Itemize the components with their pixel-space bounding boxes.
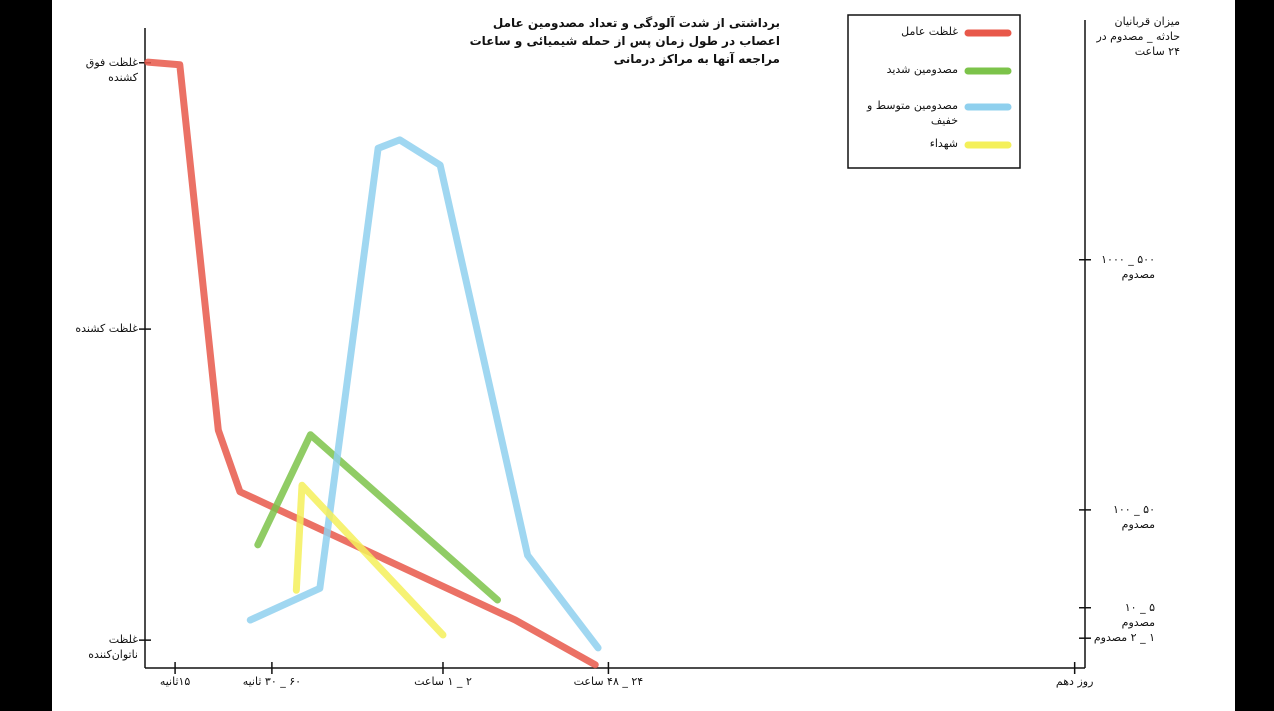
chart-title: برداشتی از شدت آلودگی و تعداد مصدومین عا… (469, 16, 780, 66)
y-tick-label: غلظت فوق کشنده (85, 55, 138, 84)
series-line (254, 431, 501, 604)
y2-tick-label: ۵۰۰ _ ۱۰۰۰ مصدوم (1101, 252, 1155, 281)
paper (52, 0, 1235, 711)
y-tick-label: غلظت کشنده (75, 322, 138, 336)
legend-label: غلظت عامل (901, 25, 958, 38)
series-line (292, 481, 447, 639)
x-tick-label: ۶۰ _ ۳۰ ثانیه (242, 675, 302, 688)
x-tick-label: ۲ _ ۱ ساعت (414, 675, 472, 688)
legend-label: شهداء (929, 137, 958, 150)
legend-label: مصدومین شدید (886, 63, 958, 76)
x-tick-label: ۲۴ _ ۴۸ ساعت (573, 675, 644, 688)
x-tick-label: روز دهم (1055, 675, 1094, 688)
y-tick-label: غلظت ناتوان‌کننده (88, 633, 138, 662)
series-line (144, 58, 599, 669)
y2-tick-label: ۵۰ _ ۱۰۰ مصدوم (1112, 502, 1155, 531)
series-line (246, 136, 602, 652)
y2-tick-label: ۵ _ ۱۰ مصدوم (1121, 600, 1155, 629)
y2-axis-title: میزان قربانیان حادثه _ مصدوم در ۲۴ ساعت (1096, 15, 1180, 58)
legend-label: مصدومین متوسط و خفیف (867, 99, 958, 127)
y2-tick-label: ۱ _ ۲ مصدوم (1093, 631, 1155, 645)
x-tick-label: ۱۵ثانیه (159, 675, 191, 688)
